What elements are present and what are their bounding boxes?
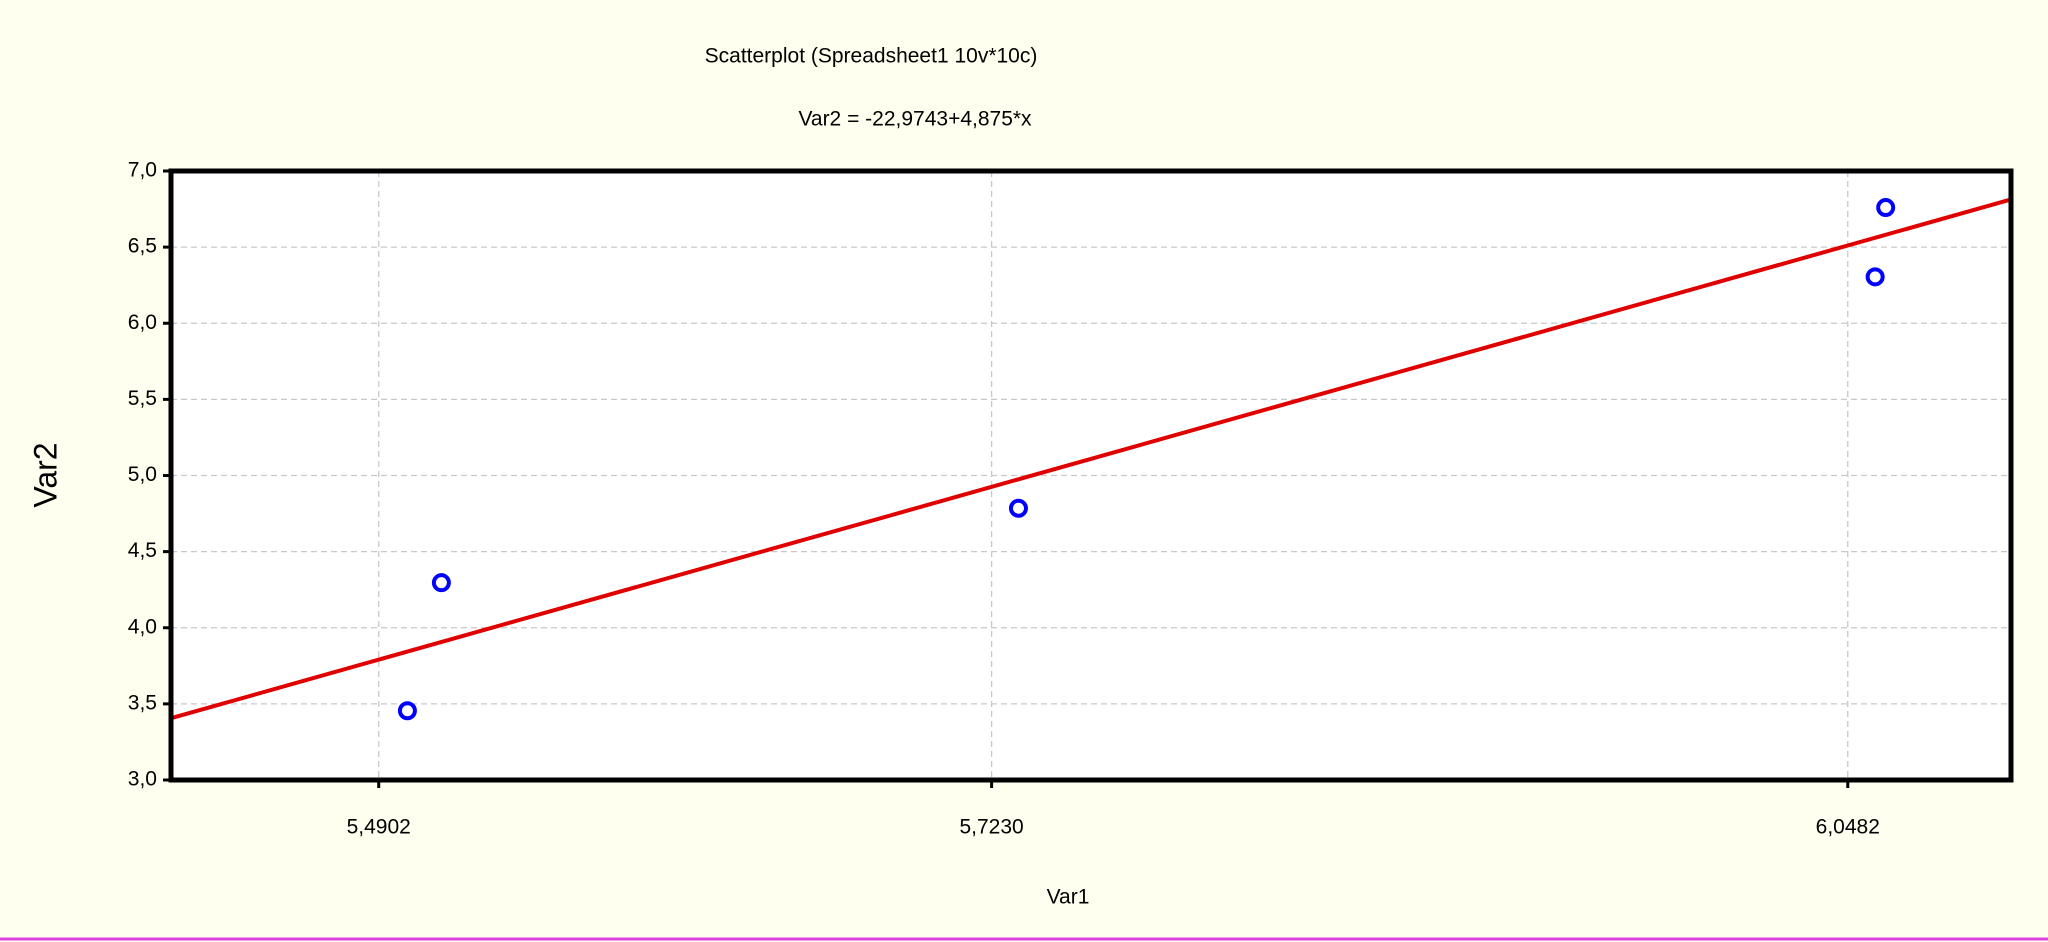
data-point — [397, 701, 417, 721]
y-tick-label: 4,5 — [128, 539, 157, 562]
y-tick-label: 6,0 — [128, 311, 157, 334]
y-tick-label: 4,0 — [128, 615, 157, 638]
chart-title: Scatterplot (Spreadsheet1 10v*10c) — [705, 45, 1038, 68]
y-tick-label: 5,0 — [128, 463, 157, 486]
data-point — [1876, 198, 1896, 218]
regression-line — [170, 197, 2012, 721]
y-tick-label: 3,0 — [128, 768, 157, 791]
x-tick-label: 6,0482 — [1816, 816, 1880, 839]
y-tick-label: 6,5 — [128, 235, 157, 258]
x-axis-label: Var1 — [1047, 886, 1090, 909]
data-point — [1865, 267, 1885, 287]
plot-frame — [168, 168, 2014, 783]
x-tick-label: 5,4902 — [347, 816, 411, 839]
data-point — [1008, 498, 1028, 518]
x-tick-label: 5,7230 — [959, 816, 1023, 839]
chart-subtitle: Var2 = -22,9743+4,875*x — [798, 108, 1032, 131]
y-axis-label: Var2 — [27, 442, 63, 507]
y-tick-label: 7,0 — [128, 159, 157, 182]
y-tick-label: 3,5 — [128, 691, 157, 714]
data-point — [431, 573, 451, 593]
y-tick-label: 5,5 — [128, 387, 157, 410]
